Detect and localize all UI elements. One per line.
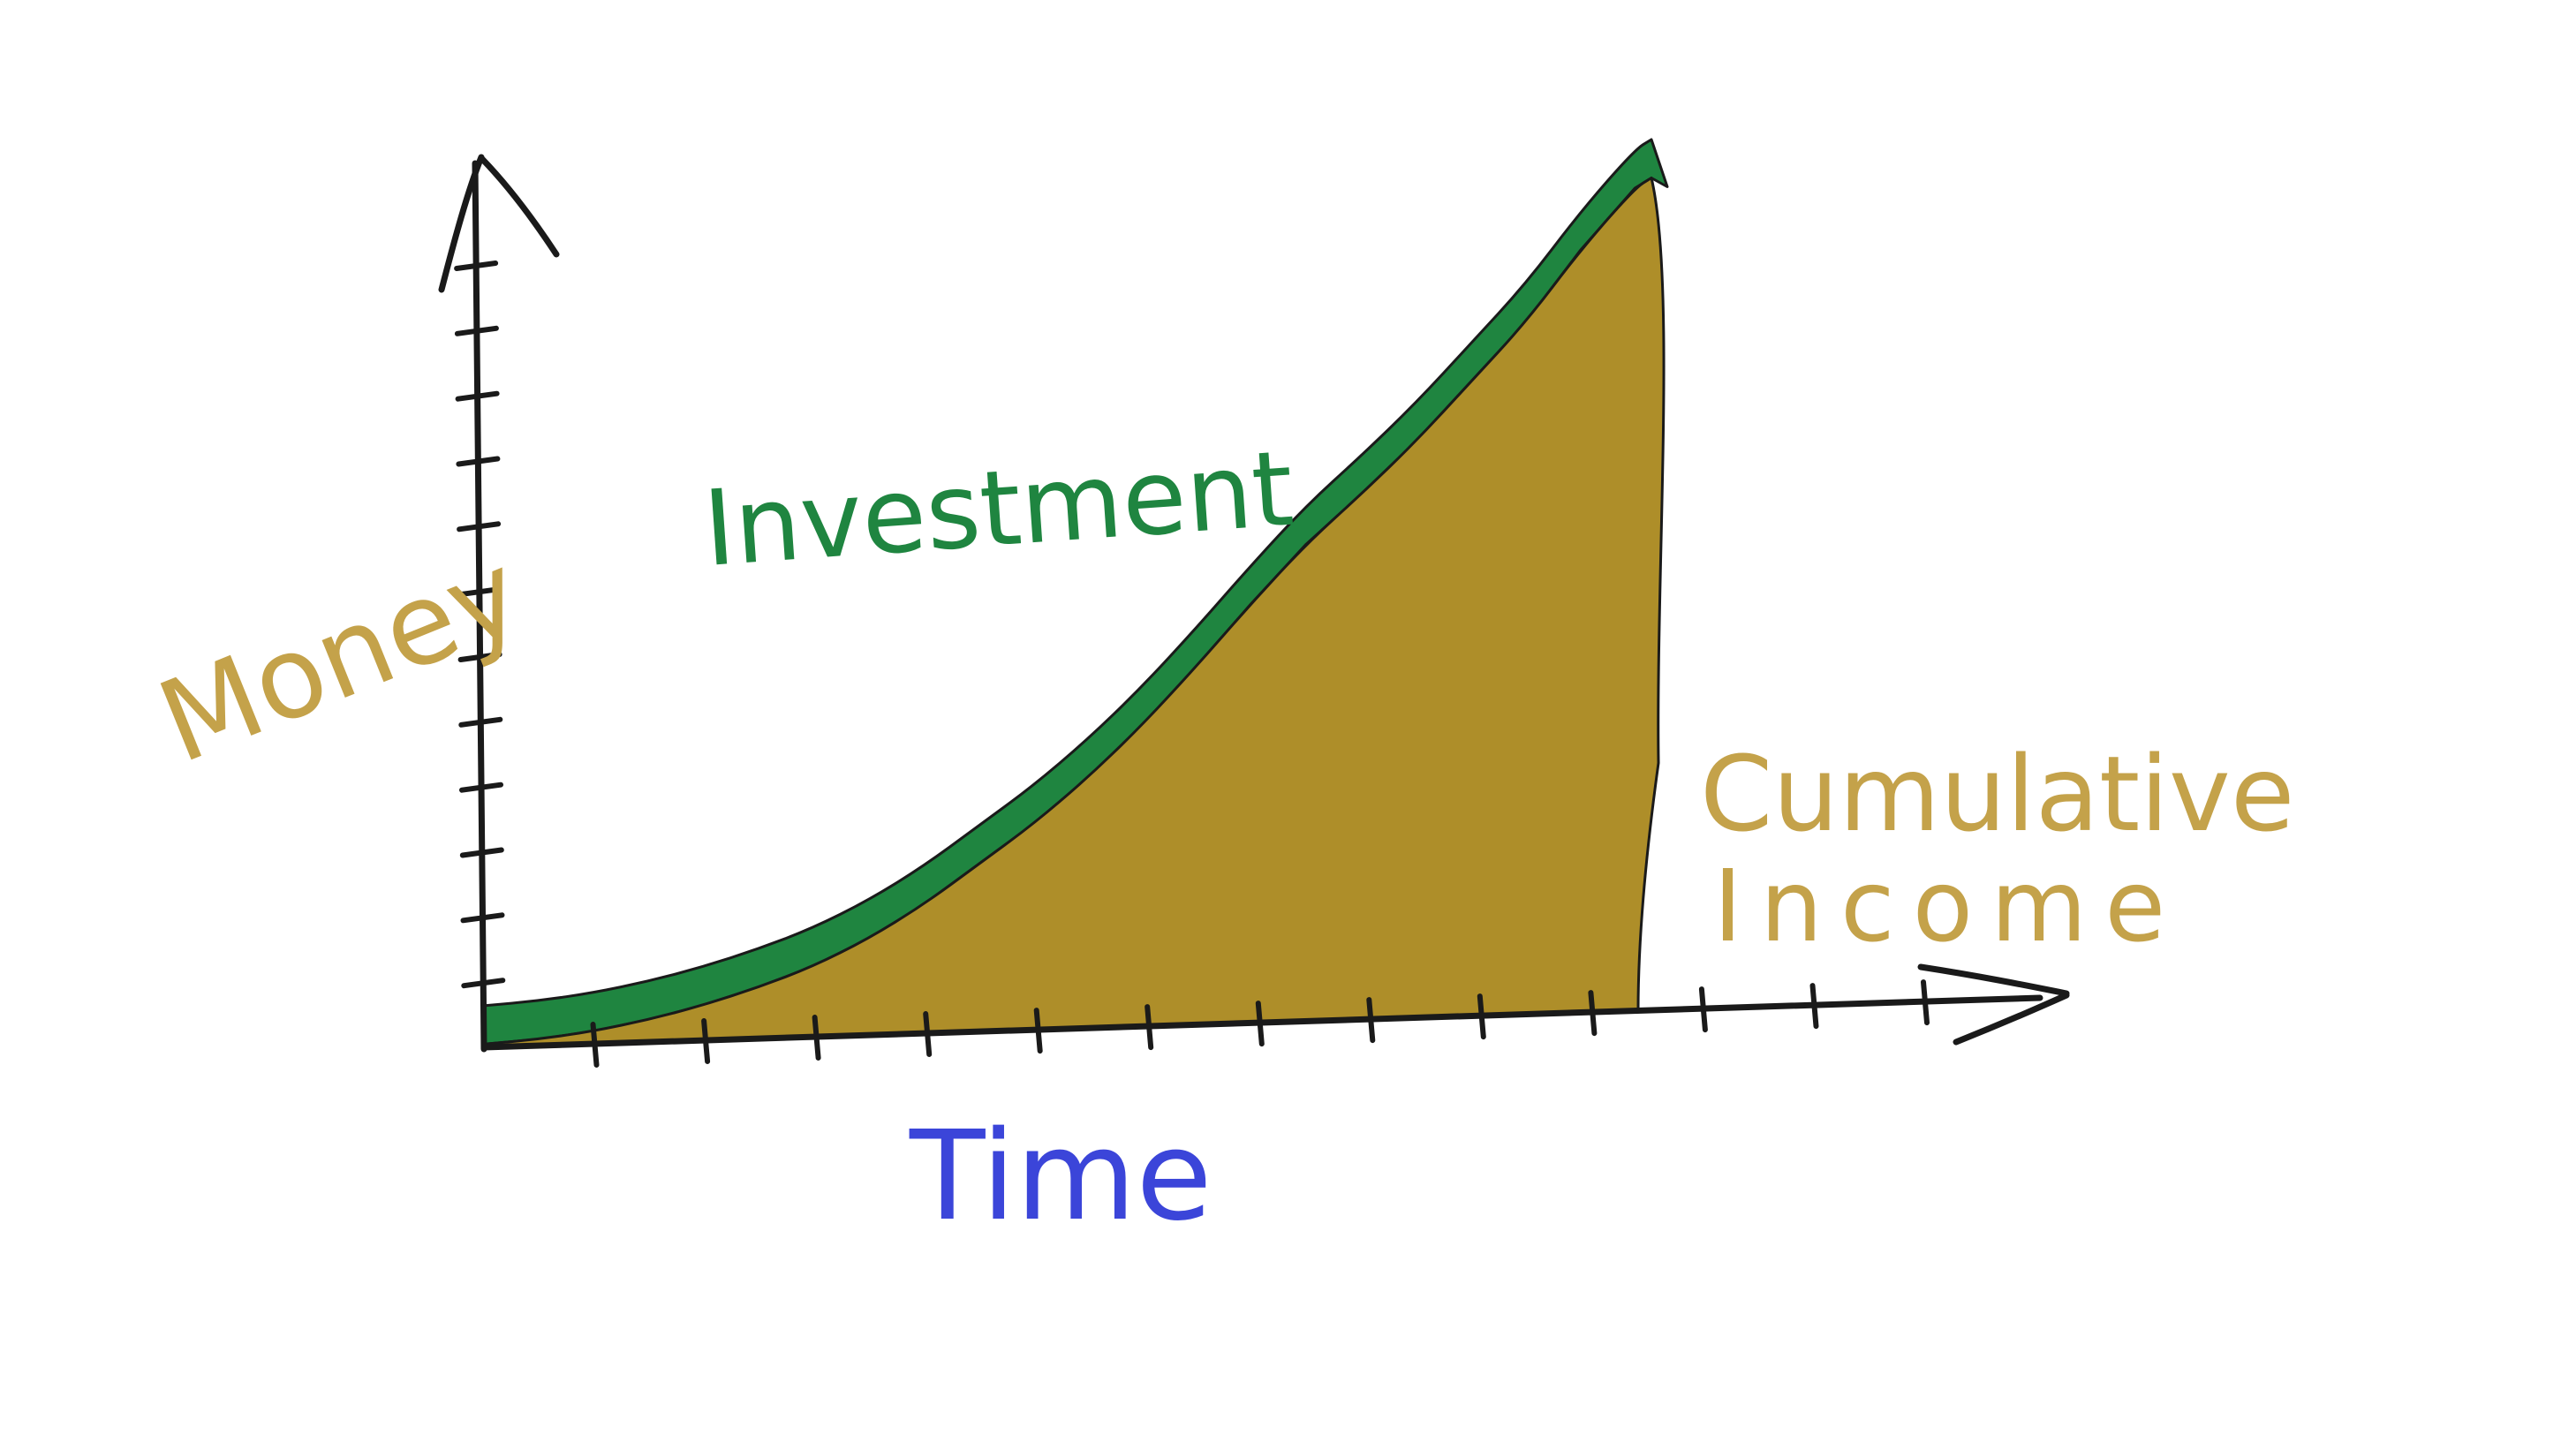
x-tick — [1698, 986, 1708, 1033]
x-axis-ticks — [590, 979, 1930, 1068]
y-tick — [456, 456, 501, 467]
income-label-line2: Income — [1713, 850, 2183, 964]
y-axis-ticks — [454, 261, 506, 989]
cumulative-income-area — [482, 177, 1666, 1049]
investment-label: Investment — [699, 427, 1296, 590]
y-axis-arrow-head — [438, 154, 560, 293]
y-tick — [454, 261, 499, 271]
x-tick — [701, 1018, 711, 1064]
x-tick — [923, 1011, 933, 1057]
x-tick — [1255, 1001, 1265, 1047]
investment-area — [482, 138, 1669, 1046]
x-tick — [1588, 990, 1598, 1037]
y-tick — [459, 847, 504, 858]
x-tick — [1033, 1008, 1043, 1054]
y-tick — [457, 521, 502, 532]
y-tick — [458, 716, 503, 728]
time-axis-label: Time — [909, 1105, 1212, 1249]
y-tick — [457, 652, 502, 662]
y-tick — [460, 912, 505, 924]
cumulative-label-line1: Cumulative — [1700, 733, 2295, 855]
y-tick — [454, 325, 499, 336]
x-tick — [1921, 979, 1930, 1026]
x-tick — [1809, 983, 1819, 1030]
x-tick — [1366, 997, 1376, 1044]
x-axis-arrow-head — [1917, 963, 2070, 1046]
y-tick — [461, 978, 506, 989]
x-tick — [812, 1015, 821, 1061]
x-tick — [1144, 1004, 1154, 1051]
y-tick — [455, 390, 500, 402]
x-tick — [1477, 993, 1486, 1040]
y-tick — [457, 586, 502, 598]
y-axis-line — [472, 160, 487, 1053]
x-tick — [590, 1022, 600, 1068]
y-tick — [459, 782, 503, 793]
chart-areas — [482, 138, 1669, 1049]
